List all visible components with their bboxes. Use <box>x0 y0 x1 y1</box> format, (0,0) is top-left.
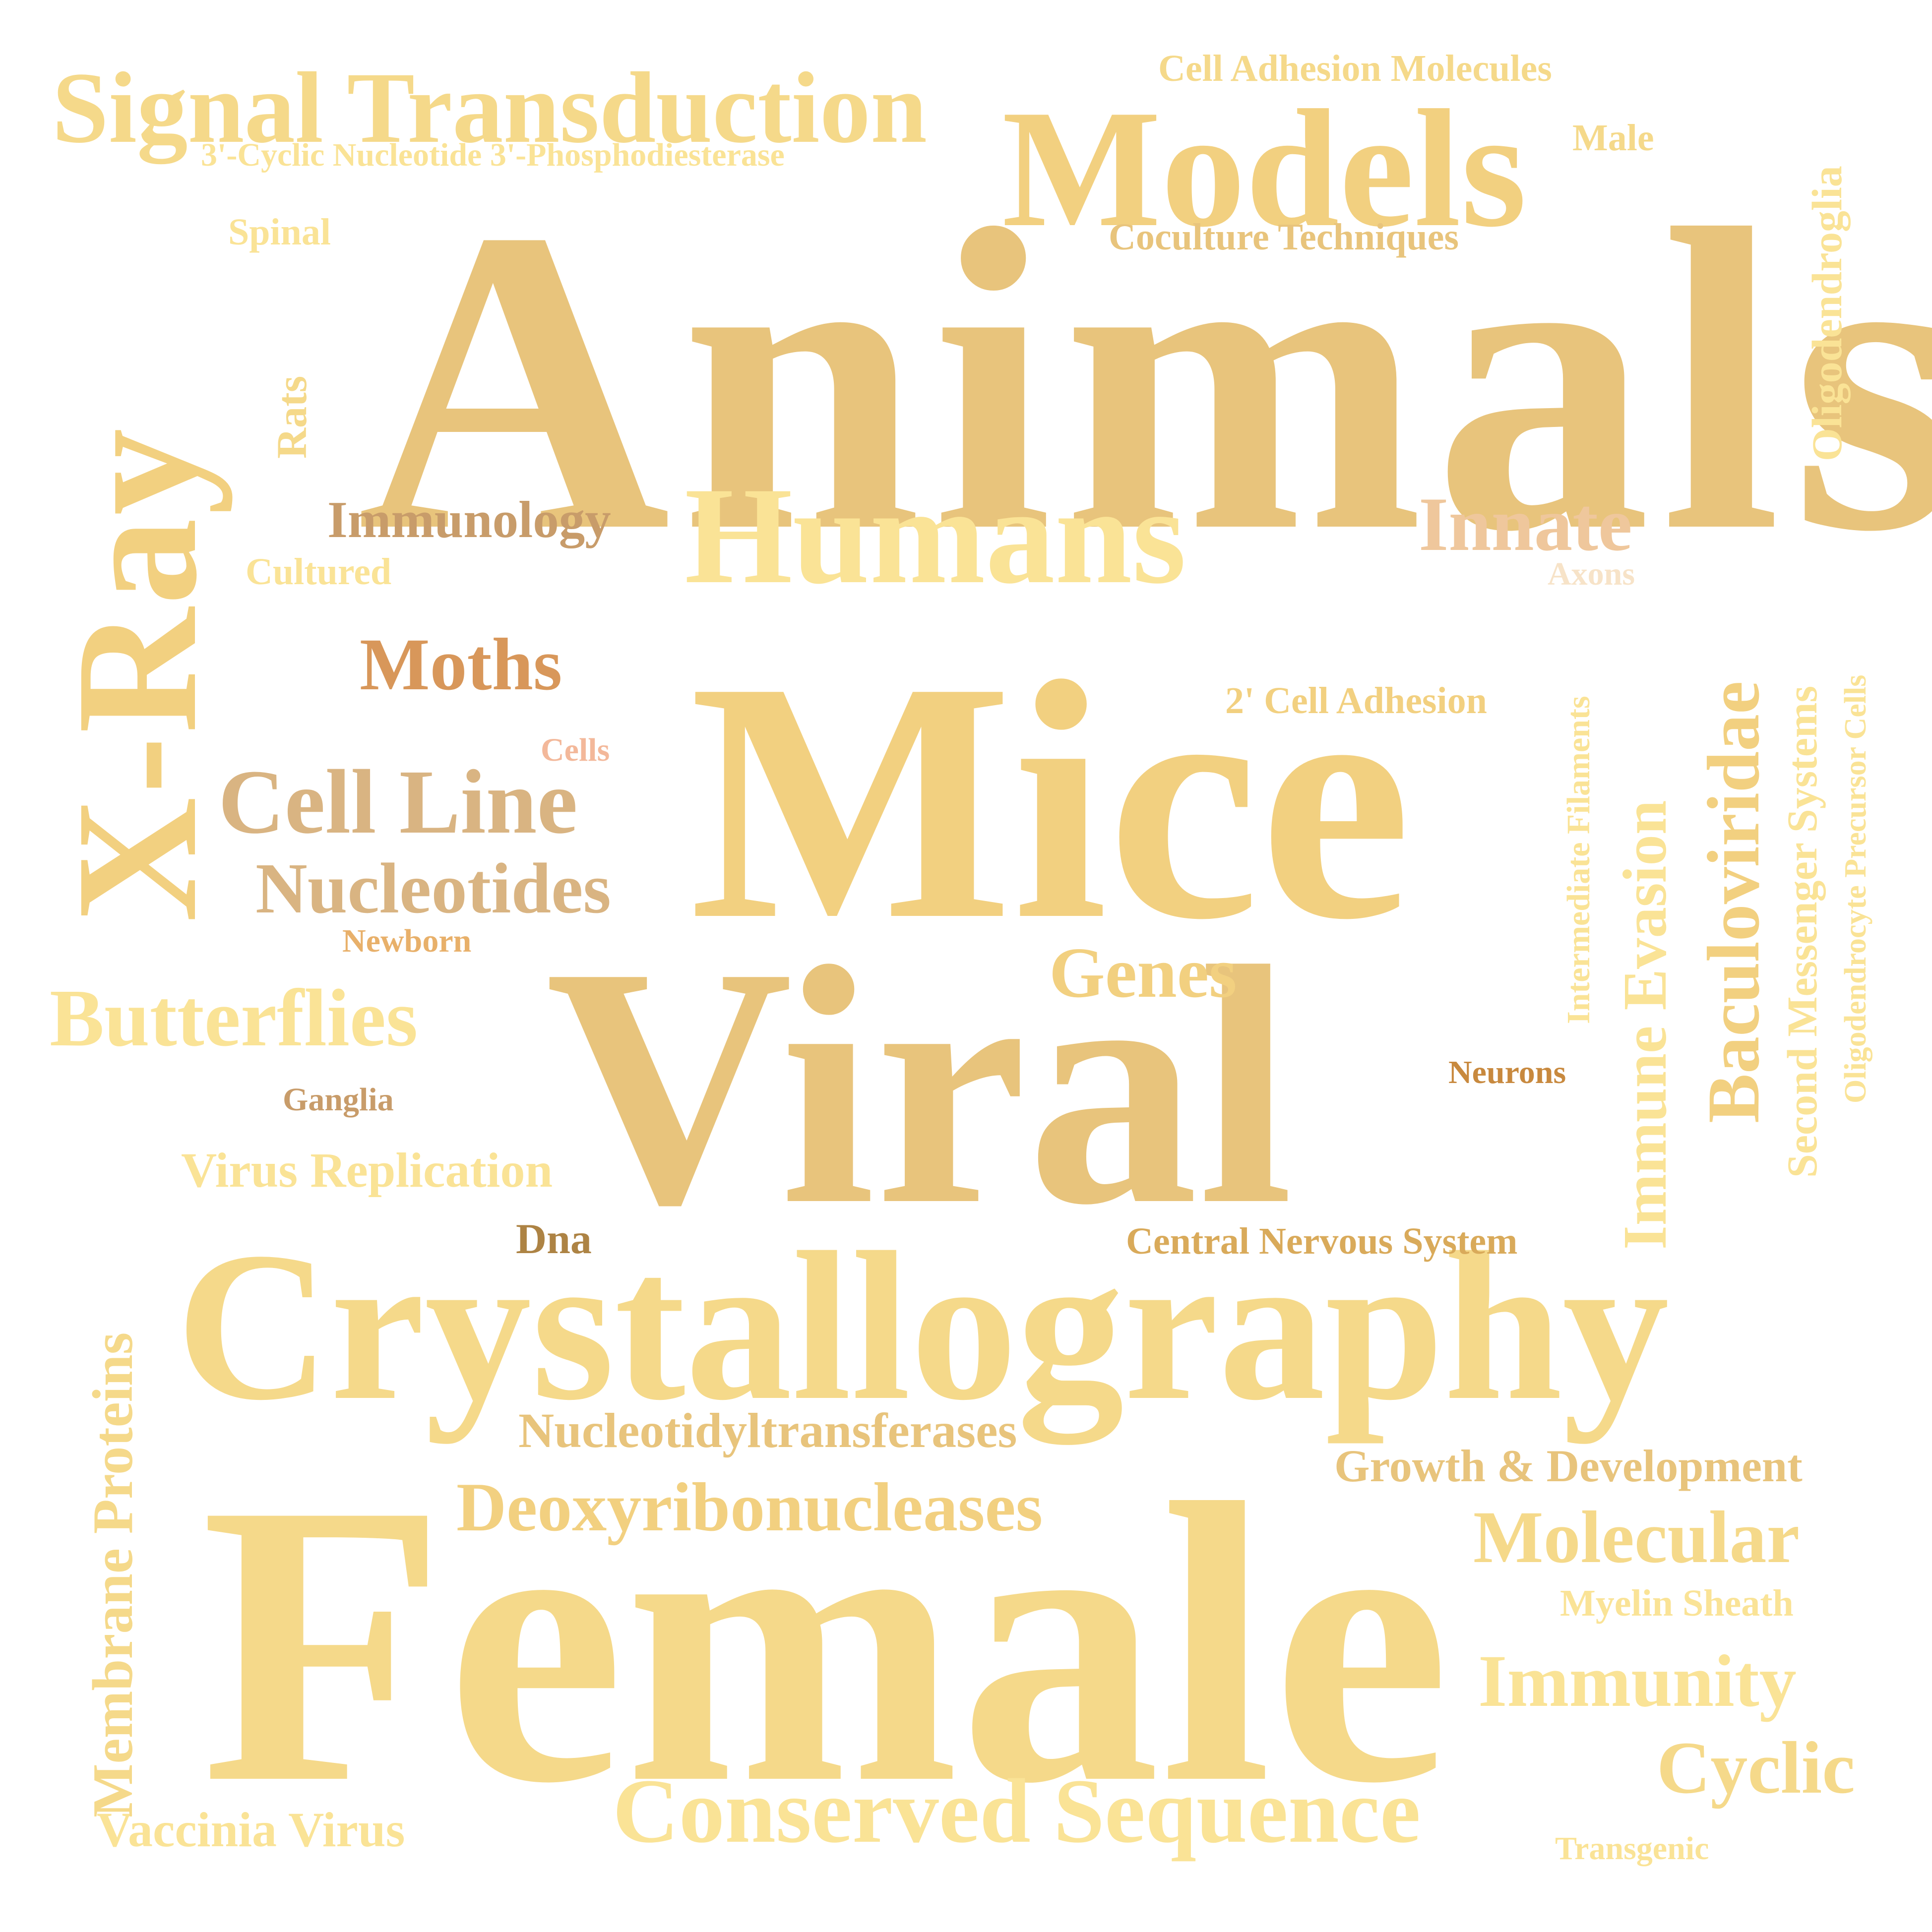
word-moths: Moths <box>360 623 562 706</box>
word-membrane-proteins: Membrane Proteins <box>81 1332 144 1817</box>
word-innate: Innate <box>1419 482 1632 567</box>
word-cultured: Cultured <box>246 551 392 593</box>
word-newborn: Newborn <box>342 923 472 959</box>
word-deoxyribonucleases: Deoxyribonucleases <box>456 1469 1043 1546</box>
word-x-ray: X-Ray <box>40 425 233 922</box>
word-cell-adhesion: 2' Cell Adhesion <box>1225 680 1487 722</box>
word-intermediate-filaments: Intermediate Filaments <box>1560 696 1597 1024</box>
word-coculture-techniques: Coculture Techniques <box>1109 216 1459 258</box>
word-virus-replication: Virus Replication <box>181 1143 553 1198</box>
word-cells: Cells <box>541 732 610 768</box>
word-animals: Animals <box>357 140 1932 621</box>
word-male: Male <box>1572 117 1654 159</box>
word-mice: Mice <box>689 611 1412 990</box>
word-dna: Dna <box>516 1215 592 1263</box>
word-cyclic-nucleotide-phosphodiesterase: 3'-Cyclic Nucleotide 3'-Phosphodiesteras… <box>201 137 785 173</box>
word-butterflies: Butterflies <box>50 972 418 1063</box>
word-nucleotides: Nucleotides <box>255 849 611 928</box>
word-myelin-sheath: Myelin Sheath <box>1560 1582 1794 1624</box>
word-cell-line: Cell Line <box>218 751 578 853</box>
word-conserved-sequence: Conserved Sequence <box>613 1760 1421 1862</box>
word-vaccinia-virus: Vaccinia Virus <box>97 1802 405 1857</box>
word-immunity: Immunity <box>1478 1640 1797 1722</box>
word-nucleotidyltransferases: Nucleotidyltransferases <box>518 1403 1017 1458</box>
word-models: Models <box>1002 75 1527 262</box>
word-cyclic: Cyclic <box>1657 1727 1855 1809</box>
word-axons: Axons <box>1548 556 1635 592</box>
word-neurons: Neurons <box>1448 1054 1566 1090</box>
word-ganglia: Ganglia <box>283 1082 394 1118</box>
word-spinal: Spinal <box>228 211 331 253</box>
word-transgenic: Transgenic <box>1555 1830 1709 1867</box>
word-female: Female <box>201 1421 1450 1866</box>
word-rats: Rats <box>268 375 315 459</box>
word-growth-development: Growth & Development <box>1334 1441 1803 1491</box>
word-genes: Genes <box>1049 933 1237 1013</box>
word-molecular: Molecular <box>1473 1496 1800 1578</box>
word-oligodendroglia: Oligodendroglia <box>1803 166 1851 461</box>
word-baculoviridae: Baculoviridae <box>1692 681 1775 1123</box>
word-central-nervous-system: Central Nervous System <box>1126 1220 1518 1262</box>
word-immune-evasion: Immune Evasion <box>1611 800 1680 1250</box>
word-immunology: Immunology <box>327 490 611 548</box>
word-oligodendrocyte-precursor-cells: Oligodendrocyte Precursor Cells <box>1839 674 1872 1103</box>
word-crystallography: Crystallography <box>176 1208 1669 1445</box>
word-humans: Humans <box>685 458 1186 612</box>
word-viral: Viral <box>546 897 1294 1275</box>
word-cell-adhesion-molecules: Cell Adhesion Molecules <box>1158 48 1552 89</box>
word-second-messenger-systems: Second Messenger Systems <box>1778 685 1826 1178</box>
word-signal-transduction: Signal Transduction <box>52 52 928 164</box>
